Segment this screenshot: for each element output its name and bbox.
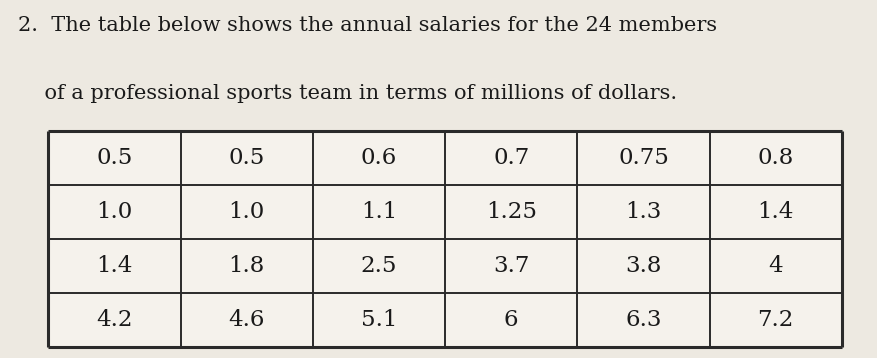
Bar — [313, 131, 445, 185]
Text: 1.1: 1.1 — [360, 201, 397, 223]
Text: 2.  The table below shows the annual salaries for the 24 members: 2. The table below shows the annual sala… — [18, 16, 717, 35]
Point — [439, 345, 451, 349]
Bar — [709, 293, 842, 347]
Bar — [709, 131, 842, 185]
Point — [704, 345, 715, 349]
Text: 3.8: 3.8 — [625, 255, 661, 277]
Point — [308, 345, 318, 349]
Bar — [709, 185, 842, 239]
Text: 6.3: 6.3 — [625, 309, 662, 331]
Point — [175, 345, 186, 349]
Text: 3.7: 3.7 — [493, 255, 530, 277]
Bar — [313, 185, 445, 239]
Point — [439, 129, 451, 133]
Text: 4.2: 4.2 — [96, 309, 132, 331]
Text: 1.4: 1.4 — [758, 201, 794, 223]
Bar — [709, 239, 842, 293]
Bar — [181, 293, 313, 347]
Text: 1.8: 1.8 — [229, 255, 265, 277]
Text: 6: 6 — [504, 309, 518, 331]
Bar — [445, 293, 577, 347]
Point — [572, 345, 582, 349]
Text: 5.1: 5.1 — [360, 309, 397, 331]
Bar — [48, 185, 181, 239]
Bar — [577, 131, 709, 185]
Point — [837, 345, 847, 349]
Point — [704, 129, 715, 133]
Bar — [181, 131, 313, 185]
Text: 1.0: 1.0 — [96, 201, 132, 223]
Bar — [48, 239, 181, 293]
Bar — [313, 239, 445, 293]
Bar — [48, 293, 181, 347]
Text: 4.6: 4.6 — [228, 309, 265, 331]
Text: 0.75: 0.75 — [618, 147, 669, 169]
Text: 1.25: 1.25 — [486, 201, 537, 223]
Point — [572, 129, 582, 133]
Point — [43, 345, 53, 349]
Text: 0.5: 0.5 — [96, 147, 132, 169]
Text: 0.5: 0.5 — [229, 147, 265, 169]
Bar — [181, 185, 313, 239]
Point — [175, 129, 186, 133]
Bar — [313, 293, 445, 347]
Point — [837, 129, 847, 133]
Bar — [577, 239, 709, 293]
Text: 0.6: 0.6 — [360, 147, 397, 169]
Point — [43, 129, 53, 133]
Bar — [445, 131, 577, 185]
Bar — [445, 239, 577, 293]
Bar — [48, 131, 181, 185]
Text: 2.5: 2.5 — [360, 255, 397, 277]
Text: 1.4: 1.4 — [96, 255, 132, 277]
Text: 1.0: 1.0 — [229, 201, 265, 223]
Text: 1.3: 1.3 — [625, 201, 661, 223]
Text: 4: 4 — [768, 255, 783, 277]
Bar — [181, 239, 313, 293]
Point — [308, 129, 318, 133]
Text: 0.8: 0.8 — [758, 147, 794, 169]
Bar — [445, 185, 577, 239]
Bar — [577, 293, 709, 347]
Text: 0.7: 0.7 — [493, 147, 530, 169]
Text: 7.2: 7.2 — [758, 309, 794, 331]
Bar — [577, 185, 709, 239]
Text: of a professional sports team in terms of millions of dollars.: of a professional sports team in terms o… — [18, 84, 677, 103]
